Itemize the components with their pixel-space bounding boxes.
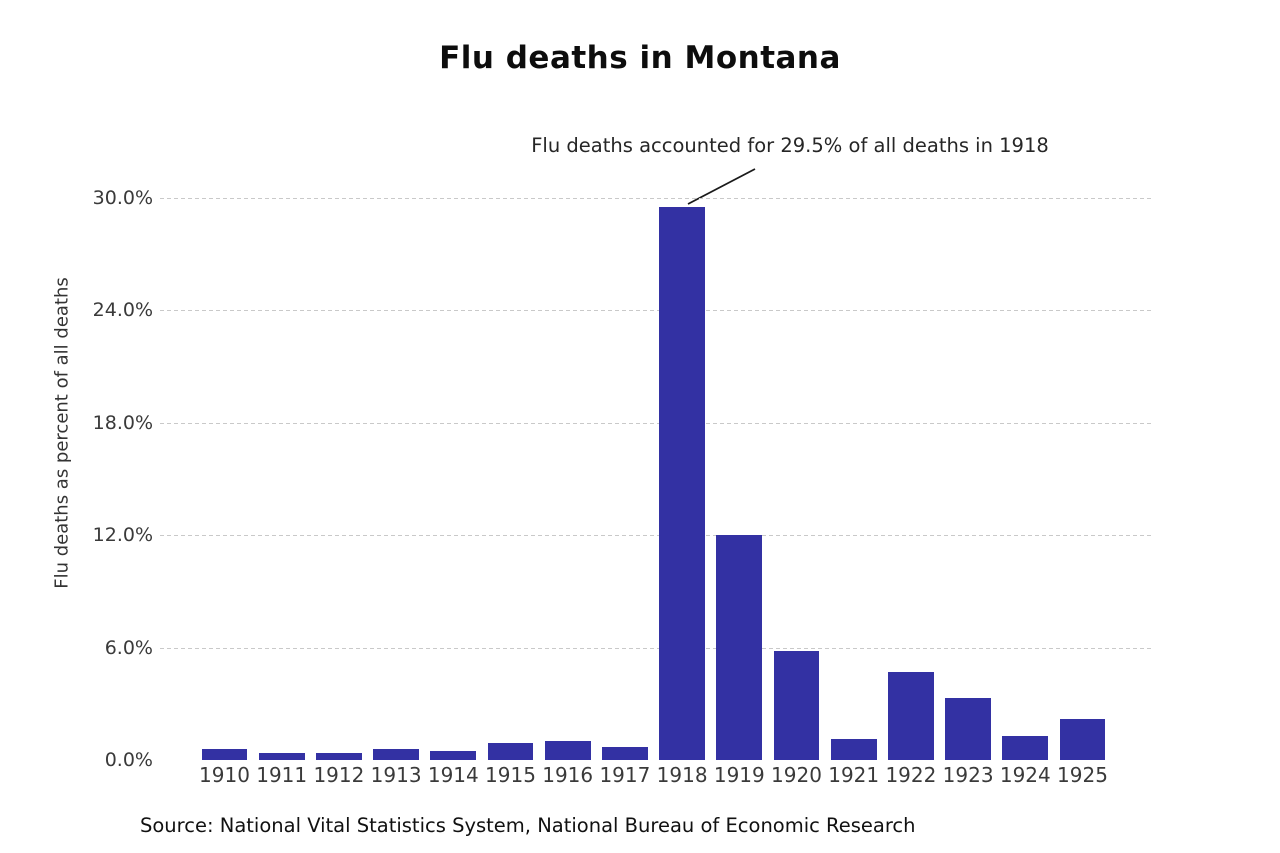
x-tick-label-1923: 1923 [942,763,994,787]
bar-1923 [945,698,991,760]
plot-area [160,160,1153,760]
bar-1919 [716,535,763,760]
x-tick-label-1912: 1912 [313,763,365,787]
x-tick-label-1919: 1919 [713,763,765,787]
x-tick-label-1911: 1911 [256,763,308,787]
bar-1915 [487,743,534,760]
bar-1922 [888,671,934,760]
y-tick-label-12.0%: 12.0% [92,524,153,546]
bar-1913 [373,748,419,760]
y-tick-label-6.0%: 6.0% [104,636,153,659]
bar-1910 [201,748,248,760]
bar-1917 [602,746,648,760]
y-tick-label-30.0%: 30.0% [92,186,153,209]
x-tick-label-1922: 1922 [885,763,937,787]
annotation-text: Flu deaths accounted for 29.5% of all de… [531,134,1049,157]
x-tick-label-1916: 1916 [542,763,594,787]
bar-1918 [659,206,705,760]
gridline-6pct [160,647,1153,649]
gridline-18pct [160,422,1153,424]
y-tick-label-0.0%: 0.0% [104,749,153,771]
x-tick-label-1920: 1920 [771,763,822,787]
bar-1911 [258,752,305,760]
bar-1921 [830,739,877,760]
gridline-12pct [160,535,1153,536]
x-tick-label-1914: 1914 [427,763,479,787]
chart-title: Flu deaths in Montana [439,40,841,76]
y-tick-label-24.0%: 24.0% [92,299,153,321]
bar-1914 [430,750,477,760]
gridline-24pct [160,310,1153,311]
x-tick-label-1921: 1921 [828,763,880,787]
gridline-30pct [160,197,1153,199]
x-tick-label-1917: 1917 [599,763,651,787]
bar-1916 [544,741,591,760]
x-tick-label-1910: 1910 [199,763,250,787]
x-tick-label-1913: 1913 [370,763,422,787]
bar-1925 [1059,718,1106,760]
y-tick-label-18.0%: 18.0% [92,411,153,434]
x-tick-label-1918: 1918 [656,763,708,787]
x-tick-label-1915: 1915 [485,763,536,787]
bar-1912 [316,752,362,760]
x-tick-label-1925: 1925 [1057,763,1108,787]
bar-1920 [773,651,820,760]
bar-1924 [1002,735,1049,760]
source-note: Source: National Vital Statistics System… [140,814,916,837]
x-tick-label-1924: 1924 [999,763,1051,787]
